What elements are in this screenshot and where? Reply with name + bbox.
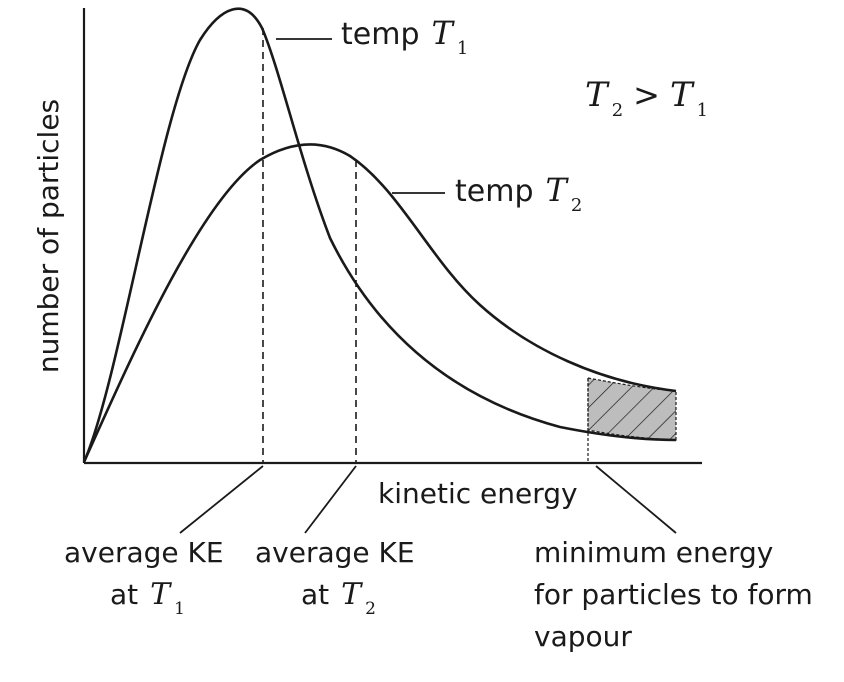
curve-t2-label-sub: 2 [571, 195, 582, 216]
avg-ke-t2-symbol: T [341, 577, 363, 612]
relation-t1-sub: 1 [697, 100, 708, 121]
avg-ke-t1-sub: 1 [174, 599, 185, 619]
avg-ke-t1-line1: average KE [64, 536, 224, 569]
curve-t1-label: temp T 1 [341, 14, 468, 59]
avg-ke-t1-line2: at T 1 [110, 577, 185, 619]
temperature-relation: T 2 > T 1 [585, 75, 708, 121]
min-energy-shaded-region [587, 377, 677, 441]
leader-min-energy [595, 465, 677, 534]
avg-ke-t1-symbol: T [150, 577, 172, 612]
leader-avg-ke-t2 [304, 465, 357, 534]
avg-ke-t2-line2-prefix: at [301, 578, 329, 611]
curve-t2-label-symbol: T [546, 171, 570, 209]
curve-t2 [82, 143, 677, 463]
curve-t2-label-prefix: temp [455, 174, 534, 209]
curve-t1 [82, 7, 677, 463]
curve-t2-label: temp T 2 [455, 171, 582, 216]
avg-ke-t2-line2: at T 2 [301, 577, 376, 619]
relation-greater-than: > [633, 76, 660, 114]
min-energy-line1: minimum energy [534, 536, 773, 569]
relation-t1-symbol: T [670, 75, 695, 115]
curve-t1-label-sub: 1 [457, 38, 468, 59]
avg-ke-t2-line1: average KE [255, 536, 415, 569]
curve-t1-label-prefix: temp [341, 17, 420, 52]
relation-t2-symbol: T [585, 75, 610, 115]
y-axis-label: number of particles [32, 99, 65, 373]
min-energy-line3: vapour [534, 620, 632, 653]
leader-avg-ke-t1 [179, 465, 264, 534]
avg-ke-t2-sub: 2 [365, 599, 376, 619]
curve-t1-label-symbol: T [432, 14, 456, 52]
min-energy-line2: for particles to form [534, 578, 813, 611]
relation-t2-sub: 2 [612, 100, 623, 121]
avg-ke-t1-line2-prefix: at [110, 578, 138, 611]
x-axis-label: kinetic energy [378, 477, 578, 510]
